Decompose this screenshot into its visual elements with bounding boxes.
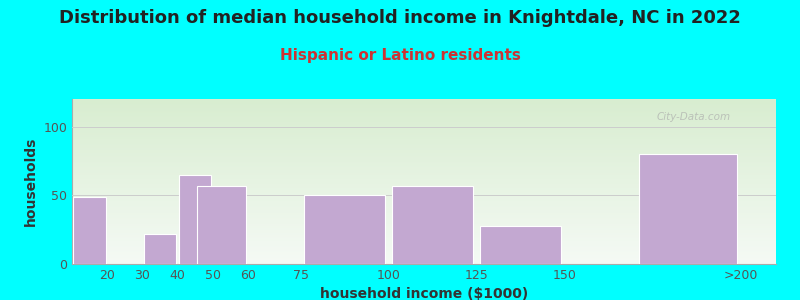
- Bar: [304, 195, 386, 264]
- Bar: [639, 154, 737, 264]
- Bar: [74, 196, 106, 264]
- Bar: [179, 175, 211, 264]
- Bar: [144, 234, 176, 264]
- Y-axis label: households: households: [24, 137, 38, 226]
- Text: City-Data.com: City-Data.com: [656, 112, 730, 122]
- Text: Distribution of median household income in Knightdale, NC in 2022: Distribution of median household income …: [59, 9, 741, 27]
- X-axis label: household income ($1000): household income ($1000): [320, 287, 528, 300]
- Text: Hispanic or Latino residents: Hispanic or Latino residents: [279, 48, 521, 63]
- Bar: [198, 186, 246, 264]
- Bar: [392, 186, 474, 264]
- Bar: [480, 226, 562, 264]
